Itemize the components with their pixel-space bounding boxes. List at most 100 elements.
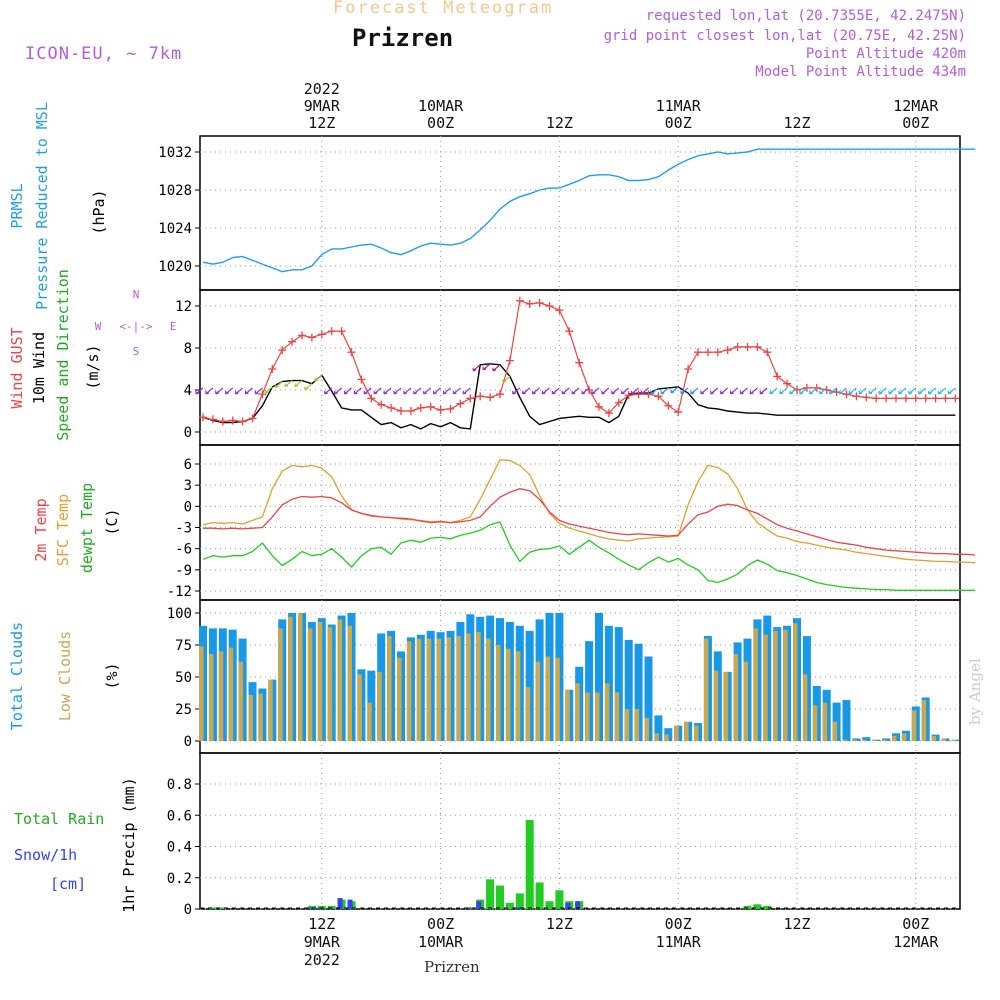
low-cloud-bar (486, 638, 491, 741)
low-cloud-bar (951, 739, 956, 741)
low-cloud-bar (911, 710, 917, 741)
gust-marker (515, 296, 524, 305)
sfc-temp-line (202, 459, 976, 564)
low-cloud-bar (862, 739, 867, 741)
wind-ytick-label: 0 (184, 425, 192, 441)
wind-direction-arrow (195, 387, 204, 395)
wind-direction-arrow (393, 387, 402, 395)
low-cloud-bar (258, 693, 263, 741)
wind-direction-arrow (472, 364, 481, 372)
low-cloud-bar (753, 628, 758, 741)
gust-marker (456, 399, 465, 408)
wind-direction-arrow (878, 387, 887, 395)
low-cloud-bar (694, 725, 699, 741)
wind-frame (199, 289, 961, 446)
low-cloud-bar (278, 628, 283, 741)
wind-direction-arrow (314, 374, 323, 382)
wind-label-10m: 10m Wind (30, 332, 48, 404)
rain-label: Total Rain (14, 810, 104, 828)
low-cloud-bar (357, 674, 362, 741)
low-cloud-bar (664, 734, 669, 741)
low-cloud-bar (892, 735, 897, 741)
wind-direction-arrow (304, 383, 313, 391)
wind-direction-arrow (571, 387, 580, 395)
wind-direction-arrow (720, 387, 729, 395)
gust-marker (595, 402, 603, 411)
compass-arrow: <-|-> (119, 320, 152, 333)
gust-marker (476, 392, 485, 401)
clouds-ytick-label: 0 (184, 734, 192, 750)
wind-direction-arrow (244, 387, 253, 395)
low-cloud-bar (456, 636, 461, 741)
gust-marker (882, 394, 891, 403)
wind-direction-arrow (631, 387, 639, 395)
gust-marker (694, 348, 702, 357)
pressure-ytick-label: 1024 (158, 221, 192, 237)
bottom-time-label: 00Z (427, 915, 454, 933)
low-cloud-bar (317, 621, 323, 741)
low-cloud-bar (367, 702, 372, 741)
low-cloud-bar (555, 657, 560, 741)
clouds-ytick-label: 50 (175, 670, 192, 686)
gust-marker (397, 407, 405, 415)
gust-marker (654, 392, 663, 401)
gust-marker (525, 299, 534, 308)
total-cloud-bar (634, 643, 643, 741)
low-cloud-bar (604, 683, 610, 741)
precip-ytick-label: 0.2 (167, 871, 192, 887)
footer-location: Prizren (424, 958, 480, 976)
rain-bar (545, 901, 554, 909)
low-cloud-bar (535, 661, 541, 741)
wind-direction-arrow (403, 387, 412, 395)
gust-marker (842, 390, 851, 399)
low-cloud-bar (248, 694, 253, 741)
wind-direction-arrow (442, 387, 451, 395)
wind-direction-arrow (838, 387, 847, 395)
wind-ytick-label: 8 (184, 341, 192, 357)
rain-bar (496, 885, 504, 909)
top-time-label: 00Z (902, 114, 929, 132)
gust-marker (357, 375, 366, 384)
gust-marker (446, 404, 455, 413)
gust-marker (426, 402, 435, 411)
cloud-label-low: Low Clouds (56, 631, 74, 721)
wind-direction-arrow (591, 387, 600, 395)
gust-marker (337, 327, 346, 336)
requested-coords: requested lon,lat (20.7355E, 42.2475N) (645, 8, 966, 24)
wind-label-dir: Speed and Direction (54, 269, 72, 441)
rain-bar (743, 905, 752, 909)
gust-marker (684, 365, 693, 373)
rain-bar (208, 907, 217, 909)
snow-bar (565, 902, 571, 909)
low-cloud-bar (496, 645, 501, 741)
total-cloud-bar (644, 656, 653, 741)
wind-direction-arrow (452, 387, 461, 395)
top-time-label: 12Z (308, 114, 335, 132)
clouds-ytick-label: 100 (167, 606, 192, 622)
gust-marker (703, 348, 712, 357)
grid-point-coords: grid point closest lon,lat (20.75E, 42.2… (603, 28, 966, 44)
bottom-time-label: 9MAR (304, 933, 341, 951)
temperature-ytick-label: -12 (167, 584, 192, 600)
gust-marker (862, 393, 871, 402)
wind-direction-arrow (254, 387, 263, 395)
wind-direction-arrow (284, 380, 293, 388)
wind-ytick-label: 12 (175, 299, 192, 315)
low-cloud-bar (763, 634, 768, 741)
low-cloud-bar (436, 638, 442, 741)
low-cloud-bar (901, 733, 907, 741)
wind-direction-arrow (413, 387, 422, 395)
total-cloud-bar (595, 613, 603, 741)
bottom-time-label: 12Z (308, 915, 335, 933)
wind-direction-arrow (937, 387, 946, 395)
low-cloud-bar (624, 709, 630, 741)
low-cloud-bar (347, 625, 352, 741)
gust-marker (773, 372, 782, 381)
snow-unit: [cm] (50, 875, 86, 893)
low-cloud-bar (812, 705, 818, 741)
low-cloud-bar (446, 637, 451, 741)
gust-marker (931, 394, 940, 403)
precip-ytick-label: 0 (184, 902, 192, 918)
temperature-ytick-label: 0 (184, 499, 192, 515)
low-cloud-bar (476, 632, 481, 741)
